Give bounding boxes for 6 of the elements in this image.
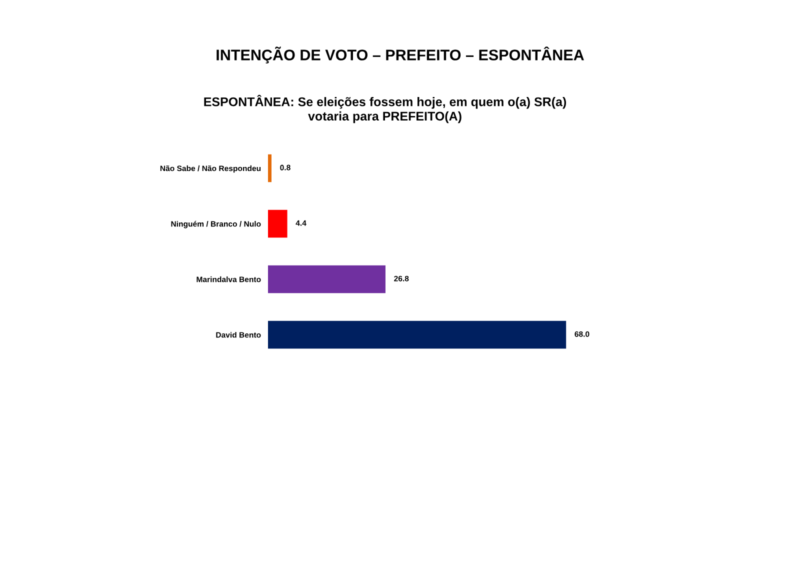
bar [268,154,272,182]
bar [268,265,386,294]
bar [268,320,566,349]
chart-subtitle: ESPONTÂNEA: Se eleições fossem hoje, em quem o(a) SR(a) votaria para PREFEITO(A) [204,94,566,124]
chart-title: INTENÇÃO DE VOTO – PREFEITO – ESPONTÂNEA [216,46,584,64]
bar [268,210,288,238]
